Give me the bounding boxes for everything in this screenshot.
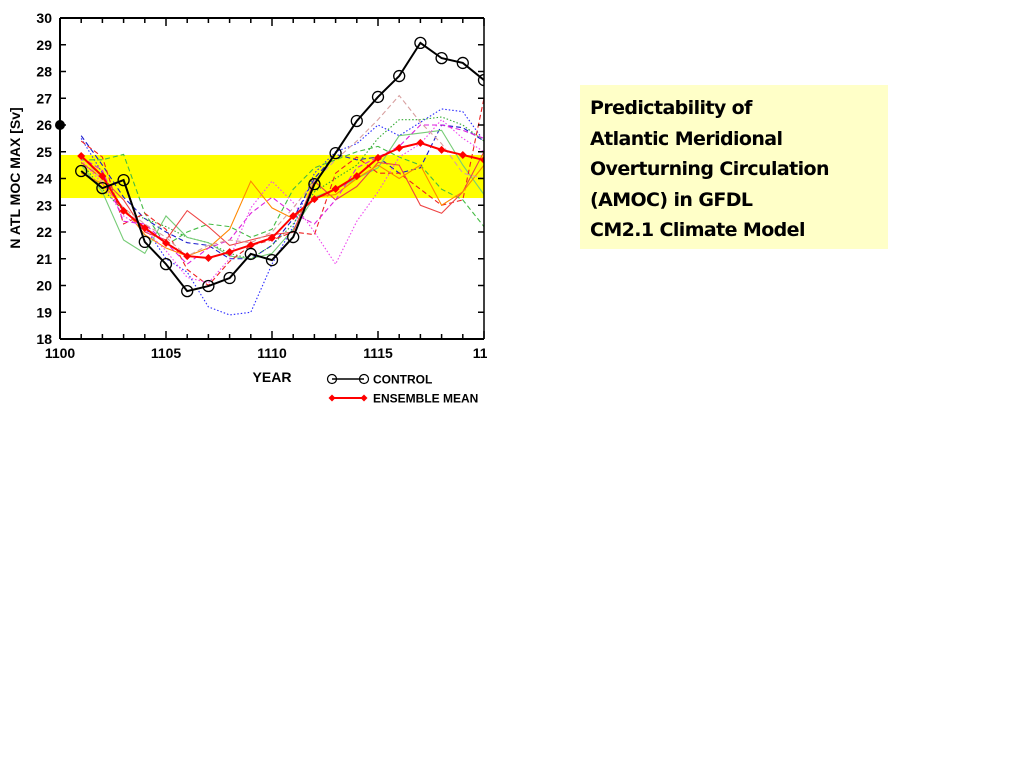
control-point	[159, 257, 173, 271]
ensemble-mean-point	[289, 211, 298, 220]
control-point	[393, 69, 406, 83]
ensemble-mean-point	[458, 150, 467, 159]
control-point	[181, 284, 194, 298]
title-box: Predictability of Atlantic Meridional Ov…	[580, 85, 888, 249]
series-line-member-pink-dashed	[80, 94, 484, 257]
ensemble-mean-point	[183, 252, 192, 261]
y-tick-label: 26	[36, 117, 52, 133]
ensemble-mean-point	[246, 241, 255, 250]
ensemble-mean-point	[162, 238, 170, 247]
ensemble-mean-point	[374, 153, 382, 162]
ensemble-mean-point	[416, 138, 425, 147]
legend-label-control: CONTROL	[373, 373, 432, 387]
series-line-member-red-solid	[80, 151, 484, 246]
title-line-4: (AMOC) in GFDL	[590, 188, 753, 211]
x-axis-title: YEAR	[253, 369, 292, 385]
ensemble-mean-point	[204, 253, 213, 262]
series-line-member-green-solid	[80, 129, 484, 260]
control-point	[265, 253, 279, 267]
control-point	[308, 177, 321, 191]
series-line-member-red-dashed	[80, 98, 484, 287]
y-tick-label: 20	[36, 278, 52, 294]
control-point	[117, 173, 130, 187]
ensemble-mean-point	[352, 172, 361, 181]
control-point	[477, 73, 484, 87]
control-point	[75, 164, 88, 178]
ensemble-mean-point	[225, 248, 234, 257]
title-line-1: Predictability of	[590, 97, 752, 119]
x-tick-label: 1100	[45, 345, 76, 361]
legend-mean-marker	[360, 394, 368, 402]
right-crop-mask	[487, 0, 577, 420]
legend-control-marker	[326, 373, 338, 385]
y-tick-label: 30	[36, 10, 52, 26]
ensemble-mean-point	[480, 156, 484, 165]
yellow-reference-band	[60, 154, 484, 199]
title-line-5: CM2.1 Climate Model	[590, 219, 805, 241]
y-tick-label: 21	[36, 251, 52, 267]
legend: CONTROL ENSEMBLE MEAN	[326, 373, 478, 406]
legend-mean-marker	[328, 394, 336, 402]
y-tick-label: 18	[36, 331, 52, 347]
control-point	[371, 90, 385, 104]
title-line-2: Atlantic Meridional	[590, 127, 783, 150]
series-line-member-magenta-dashed	[80, 124, 484, 265]
series-line-ensemble-mean	[80, 141, 484, 259]
control-point	[138, 235, 151, 249]
control-point	[456, 56, 469, 70]
y-tick-label: 24	[36, 171, 52, 187]
y-tick-label: 19	[36, 304, 52, 320]
ensemble-mean-point	[268, 233, 276, 242]
y-tick-label: 27	[36, 90, 52, 106]
control-point	[435, 51, 448, 65]
x-tick-label: 1110	[257, 345, 287, 361]
y-tick-label: 22	[36, 224, 52, 240]
ensemble-mean-point	[98, 172, 107, 181]
control-point	[223, 271, 236, 285]
x-tick-label: 1105	[151, 345, 182, 361]
title-line-3: Overturning Circulation	[590, 158, 829, 180]
ensemble-mean-point	[310, 195, 319, 204]
ensemble-mean-point	[395, 144, 404, 153]
control-point	[350, 114, 363, 128]
series-line-member-green-dashed	[81, 145, 484, 247]
control-point	[414, 36, 427, 50]
control-point	[329, 146, 342, 160]
y-tick-label: 25	[36, 144, 52, 160]
legend-control-marker	[358, 373, 370, 385]
x-tick-label: 1115	[363, 345, 393, 361]
ensemble-mean-point	[437, 145, 446, 154]
y-tick-label: 28	[36, 64, 52, 80]
ensemble-mean-point	[140, 223, 149, 232]
series-line-member-green-dotted	[80, 116, 484, 260]
y-tick-label: 29	[36, 37, 52, 53]
ensemble-mean-point	[119, 206, 128, 215]
y-axis-title: N ATL MOC MAX [Sv]	[7, 107, 23, 248]
control-point	[287, 230, 300, 244]
control-point	[244, 247, 257, 261]
series-layer	[75, 36, 484, 316]
axes: 18 19 20 21 22 23 24 25 26 27 28 29 30 1100 1105 1110 11…	[7, 10, 496, 385]
control-point	[202, 279, 215, 293]
band-rect	[60, 154, 484, 199]
y-tick-label: 23	[36, 197, 52, 213]
ensemble-mean-point	[331, 184, 340, 193]
legend-label-ensemble-mean: ENSEMBLE MEAN	[373, 392, 478, 406]
control-point	[96, 181, 109, 195]
series-line-member-magenta-dotted	[80, 118, 484, 284]
series-line-member-blue-dotted	[80, 108, 484, 316]
ensemble-mean-point	[77, 152, 86, 161]
